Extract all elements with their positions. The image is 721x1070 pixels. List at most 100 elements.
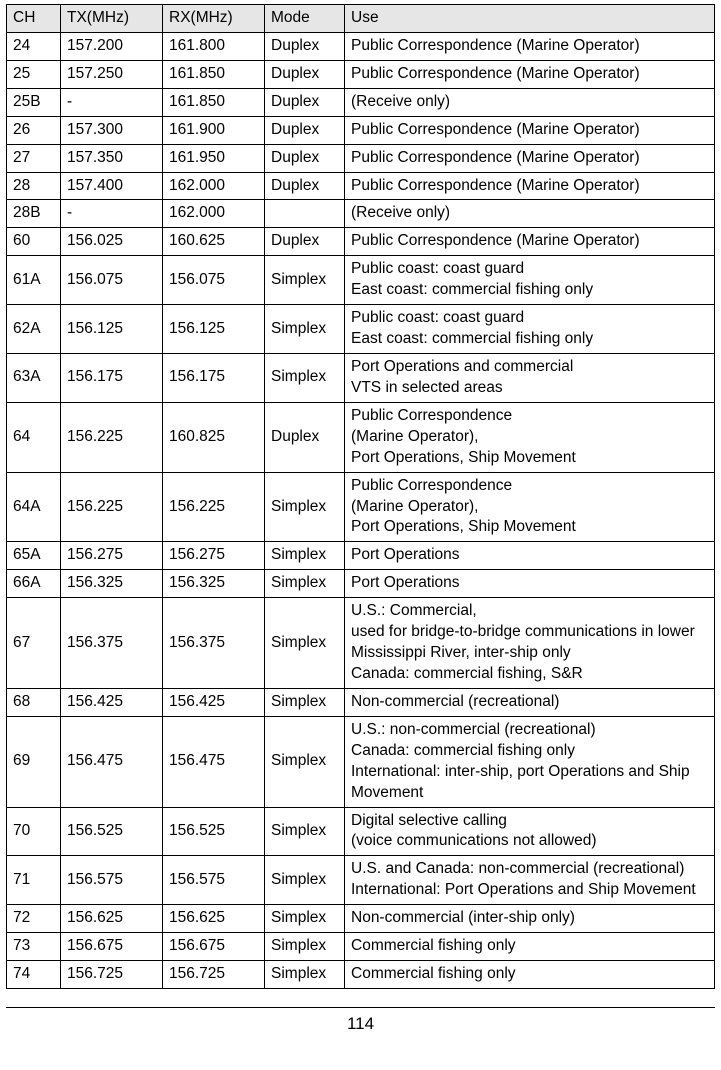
cell-rx: 156.675 [163,933,265,961]
cell-use: Public coast: coast guardEast coast: com… [345,256,715,305]
col-header-ch: CH [7,5,61,33]
table-row: 74156.725156.725SimplexCommercial fishin… [7,961,715,989]
cell-mode: Simplex [265,688,345,716]
cell-use: (Receive only) [345,88,715,116]
cell-tx: 156.475 [61,716,163,807]
cell-ch: 70 [7,807,61,856]
cell-use: Public Correspondence (Marine Operator) [345,144,715,172]
cell-rx: 156.175 [163,353,265,402]
cell-mode [265,200,345,228]
cell-rx: 156.375 [163,598,265,689]
cell-rx: 160.625 [163,228,265,256]
cell-mode: Simplex [265,542,345,570]
cell-use: Public Correspondence(Marine Operator),P… [345,472,715,542]
cell-tx: 157.350 [61,144,163,172]
cell-use: Public Correspondence(Marine Operator),P… [345,402,715,472]
cell-mode: Duplex [265,60,345,88]
cell-mode: Duplex [265,88,345,116]
cell-rx: 156.575 [163,856,265,905]
cell-use: Public Correspondence (Marine Operator) [345,172,715,200]
cell-rx: 156.475 [163,716,265,807]
cell-ch: 68 [7,688,61,716]
cell-ch: 25B [7,88,61,116]
cell-mode: Simplex [265,905,345,933]
cell-mode: Duplex [265,116,345,144]
cell-use: Digital selective calling(voice communic… [345,807,715,856]
cell-ch: 64 [7,402,61,472]
cell-mode: Simplex [265,807,345,856]
cell-tx: 156.575 [61,856,163,905]
cell-ch: 74 [7,961,61,989]
cell-mode: Simplex [265,472,345,542]
frequency-table: CH TX(MHz) RX(MHz) Mode Use 24157.200161… [6,4,715,989]
cell-mode: Simplex [265,353,345,402]
col-header-tx: TX(MHz) [61,5,163,33]
cell-use: Commercial fishing only [345,933,715,961]
cell-tx: 156.325 [61,570,163,598]
cell-mode: Simplex [265,961,345,989]
table-row: 66A156.325156.325SimplexPort Operations [7,570,715,598]
cell-tx: 157.200 [61,32,163,60]
cell-ch: 73 [7,933,61,961]
col-header-rx: RX(MHz) [163,5,265,33]
cell-use: Port Operations [345,542,715,570]
cell-rx: 156.275 [163,542,265,570]
cell-rx: 156.225 [163,472,265,542]
cell-tx: 157.300 [61,116,163,144]
cell-tx: 156.675 [61,933,163,961]
table-row: 25B-161.850Duplex(Receive only) [7,88,715,116]
cell-tx: 156.175 [61,353,163,402]
table-row: 70156.525156.525SimplexDigital selective… [7,807,715,856]
table-row: 25157.250161.850DuplexPublic Corresponde… [7,60,715,88]
cell-tx: 156.625 [61,905,163,933]
cell-tx: 157.400 [61,172,163,200]
cell-ch: 60 [7,228,61,256]
table-row: 65A156.275156.275SimplexPort Operations [7,542,715,570]
table-row: 68156.425156.425SimplexNon-commercial (r… [7,688,715,716]
cell-rx: 161.950 [163,144,265,172]
cell-ch: 28 [7,172,61,200]
cell-rx: 156.425 [163,688,265,716]
cell-mode: Simplex [265,598,345,689]
cell-rx: 156.325 [163,570,265,598]
cell-tx: 156.525 [61,807,163,856]
table-row: 67156.375156.375SimplexU.S.: Commercial,… [7,598,715,689]
cell-use: Public Correspondence (Marine Operator) [345,60,715,88]
cell-tx: 156.225 [61,402,163,472]
cell-tx: 156.275 [61,542,163,570]
cell-tx: - [61,200,163,228]
table-row: 63A156.175156.175SimplexPort Operations … [7,353,715,402]
cell-use: Public Correspondence (Marine Operator) [345,32,715,60]
page-number: 114 [6,1014,715,1034]
table-row: 71156.575156.575SimplexU.S. and Canada: … [7,856,715,905]
cell-rx: 156.625 [163,905,265,933]
cell-use: Port Operations [345,570,715,598]
cell-mode: Simplex [265,256,345,305]
cell-tx: 156.125 [61,305,163,354]
cell-rx: 161.850 [163,60,265,88]
cell-rx: 160.825 [163,402,265,472]
cell-ch: 61A [7,256,61,305]
cell-mode: Duplex [265,402,345,472]
cell-tx: 156.425 [61,688,163,716]
cell-mode: Simplex [265,856,345,905]
table-row: 24157.200161.800DuplexPublic Corresponde… [7,32,715,60]
cell-use: Port Operations and commercialVTS in sel… [345,353,715,402]
col-header-use: Use [345,5,715,33]
cell-ch: 65A [7,542,61,570]
cell-ch: 28B [7,200,61,228]
cell-mode: Duplex [265,172,345,200]
cell-mode: Simplex [265,933,345,961]
table-row: 62A156.125156.125SimplexPublic coast: co… [7,305,715,354]
table-row: 60156.025160.625DuplexPublic Corresponde… [7,228,715,256]
table-row: 61A156.075156.075SimplexPublic coast: co… [7,256,715,305]
cell-rx: 156.725 [163,961,265,989]
cell-ch: 64A [7,472,61,542]
cell-use: U.S.: Commercial,used for bridge-to-brid… [345,598,715,689]
page: CH TX(MHz) RX(MHz) Mode Use 24157.200161… [0,0,721,1048]
cell-rx: 156.125 [163,305,265,354]
cell-tx: 156.725 [61,961,163,989]
table-row: 26157.300161.900DuplexPublic Corresponde… [7,116,715,144]
table-row: 27157.350161.950DuplexPublic Corresponde… [7,144,715,172]
cell-ch: 69 [7,716,61,807]
